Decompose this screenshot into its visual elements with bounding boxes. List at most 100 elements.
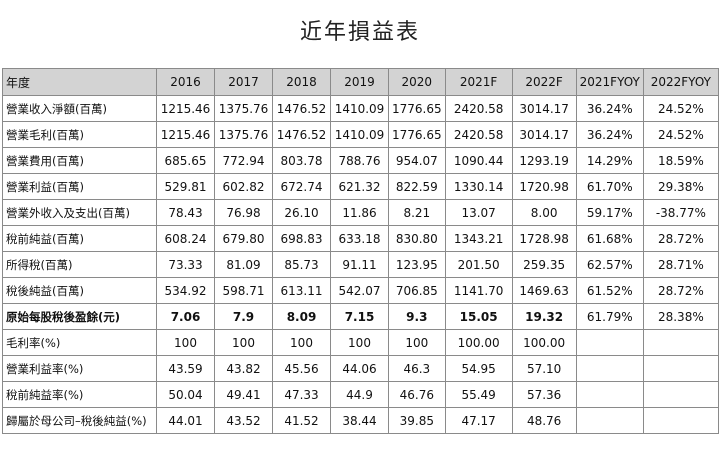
table-cell: 36.24%: [575, 121, 644, 148]
table-cell: 1728.98: [511, 225, 577, 252]
table-cell: 28.72%: [642, 277, 719, 304]
table-cell: 61.52%: [575, 277, 644, 304]
table-cell: 8.21: [388, 199, 446, 226]
row-label: 營業利益(百萬): [2, 173, 157, 200]
table-cell: 602.82: [214, 173, 273, 200]
table-cell: 534.92: [156, 277, 215, 304]
table-cell: 15.05: [444, 303, 513, 330]
column-header: 2017: [214, 68, 273, 96]
table-cell: 1215.46: [156, 121, 215, 148]
table-row: 稅前純益(百萬) 608.24 679.80 698.83 633.18 830.80 13…: [2, 225, 719, 252]
table-row: 稅前純益率(%) 50.04 49.41 47.33 44.9 46.76 55.49 57.…: [2, 381, 719, 408]
table-cell: 59.17%: [575, 199, 644, 226]
table-cell: 8.09: [272, 303, 331, 330]
table-cell: 14.29%: [575, 147, 644, 174]
table-cell: 100: [214, 329, 273, 356]
row-label: 原始每股稅後盈餘(元): [2, 303, 157, 330]
table-cell: 1776.65: [388, 121, 446, 148]
table-cell: 18.59%: [642, 147, 719, 174]
table-row: 營業毛利(百萬) 1215.46 1375.76 1476.52 1410.09 1776…: [2, 121, 719, 148]
table-cell: 633.18: [330, 225, 389, 252]
table-cell: 43.59: [156, 355, 215, 382]
table-cell: 29.38%: [642, 173, 719, 200]
table-cell: 954.07: [388, 147, 446, 174]
table-cell: 822.59: [388, 173, 446, 200]
row-label: 稅後純益(百萬): [2, 277, 157, 304]
table-cell: 46.76: [388, 381, 446, 408]
table-cell: 61.70%: [575, 173, 644, 200]
table-cell: 28.38%: [642, 303, 719, 330]
column-header: 2021F: [444, 68, 513, 96]
table-cell: 44.9: [330, 381, 389, 408]
table-cell: 13.07: [444, 199, 513, 226]
table-cell: 100.00: [444, 329, 513, 356]
table-cell: 44.01: [156, 407, 215, 434]
table-cell: 7.15: [330, 303, 389, 330]
table-cell: 1293.19: [511, 147, 577, 174]
table-cell: [642, 329, 719, 356]
table-cell: [642, 355, 719, 382]
table-cell: 1141.70: [444, 277, 513, 304]
table-cell: 1330.14: [444, 173, 513, 200]
table-cell: 3014.17: [511, 95, 577, 122]
row-label: 稅前純益(百萬): [2, 225, 157, 252]
table-cell: 73.33: [156, 251, 215, 278]
table-cell: 100: [272, 329, 331, 356]
header-row: 年度 2016 2017 2018 2019 2020 2021F 2022F 2021FYOY…: [2, 68, 719, 96]
table-cell: [575, 355, 644, 382]
table-cell: 706.85: [388, 277, 446, 304]
table-cell: 1375.76: [214, 121, 273, 148]
table-cell: 50.04: [156, 381, 215, 408]
table-cell: 2420.58: [444, 121, 513, 148]
table-cell: 57.36: [511, 381, 577, 408]
column-header: 2016: [156, 68, 215, 96]
table-cell: 1410.09: [330, 121, 389, 148]
row-label: 營業利益率(%): [2, 355, 157, 382]
table-cell: 1476.52: [272, 95, 331, 122]
table-cell: 8.00: [511, 199, 577, 226]
column-header: 2022FYOY: [642, 68, 719, 96]
table-cell: 1720.98: [511, 173, 577, 200]
table-cell: 61.79%: [575, 303, 644, 330]
table-cell: 2420.58: [444, 95, 513, 122]
table-cell: 100.00: [511, 329, 577, 356]
table-cell: 1476.52: [272, 121, 331, 148]
table-row: 歸屬於母公司–稅後純益(%) 44.01 43.52 41.52 38.44 39.85 4…: [2, 407, 719, 434]
table-cell: 28.72%: [642, 225, 719, 252]
table-cell: 598.71: [214, 277, 273, 304]
table-cell: 91.11: [330, 251, 389, 278]
table-cell: 43.82: [214, 355, 273, 382]
table-row: 毛利率(%) 100 100 100 100 100 100.00 100.00: [2, 329, 719, 356]
column-header: 2020: [388, 68, 446, 96]
table-cell: 47.17: [444, 407, 513, 434]
row-label: 所得稅(百萬): [2, 251, 157, 278]
table-cell: 46.3: [388, 355, 446, 382]
table-cell: 81.09: [214, 251, 273, 278]
table-cell: [642, 381, 719, 408]
table-cell: 1776.65: [388, 95, 446, 122]
table-cell: 698.83: [272, 225, 331, 252]
table-cell: 772.94: [214, 147, 273, 174]
table-cell: 672.74: [272, 173, 331, 200]
table-cell: 830.80: [388, 225, 446, 252]
table-cell: [575, 407, 644, 434]
table-cell: 62.57%: [575, 251, 644, 278]
table-cell: 1375.76: [214, 95, 273, 122]
table-row: 稅後純益(百萬) 534.92 598.71 613.11 542.07 706.85 11…: [2, 277, 719, 304]
table-cell: [575, 381, 644, 408]
table-cell: 43.52: [214, 407, 273, 434]
table-row: 原始每股稅後盈餘(元) 7.06 7.9 8.09 7.15 9.3 15.05 19.32 6…: [2, 303, 719, 330]
table-cell: 201.50: [444, 251, 513, 278]
table-cell: 48.76: [511, 407, 577, 434]
table-cell: 803.78: [272, 147, 331, 174]
table-cell: 788.76: [330, 147, 389, 174]
table-cell: 24.52%: [642, 121, 719, 148]
table-cell: 1343.21: [444, 225, 513, 252]
table-cell: 621.32: [330, 173, 389, 200]
row-label: 營業外收入及支出(百萬): [2, 199, 157, 226]
table-row: 所得稅(百萬) 73.33 81.09 85.73 91.11 123.95 201.50 2…: [2, 251, 719, 278]
table-cell: 54.95: [444, 355, 513, 382]
table-cell: 685.65: [156, 147, 215, 174]
table-cell: 47.33: [272, 381, 331, 408]
row-label: 毛利率(%): [2, 329, 157, 356]
